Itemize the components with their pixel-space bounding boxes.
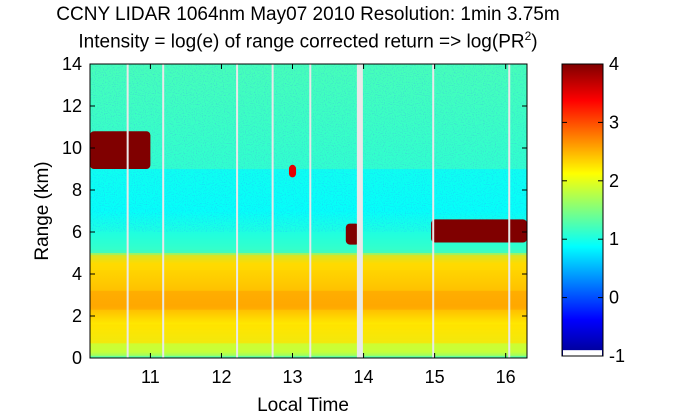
colorbar-frame <box>561 63 604 357</box>
x-tick-label: 11 <box>141 367 160 387</box>
axes: 11 12 13 14 15 16 0 2 4 6 8 10 12 14 <box>62 54 527 387</box>
layer-band-0 <box>90 343 527 356</box>
data-gap-6 <box>432 64 435 358</box>
layer-band-5 <box>90 64 527 169</box>
data-gap-2 <box>236 64 239 358</box>
layer-band-1 <box>90 324 527 344</box>
y-tick-label: 4 <box>72 264 82 284</box>
colorbar-tick-label: 4 <box>609 54 619 74</box>
data-gap-4 <box>309 64 312 358</box>
x-tick-label: 12 <box>211 367 231 387</box>
data-gap-1 <box>162 64 165 358</box>
colorbar-tick-label: 0 <box>609 288 619 308</box>
chart-title: CCNY LIDAR 1064nm May07 2010 Resolution:… <box>56 4 560 25</box>
x-axis-label: Local Time <box>257 395 349 416</box>
x-tick-label: 13 <box>282 367 302 387</box>
data-gap-7 <box>508 64 511 358</box>
data-gap-3 <box>271 64 274 358</box>
cloud-2 <box>345 223 361 245</box>
plot-frame <box>89 63 528 359</box>
layer-band-3 <box>90 255 527 270</box>
y-tick-label: 2 <box>72 306 82 326</box>
cloud-3 <box>431 219 527 243</box>
y-tick-label: 10 <box>62 138 82 158</box>
colorbar-tick-label: 2 <box>609 171 619 191</box>
subtitle-suffix: ) <box>531 31 538 53</box>
x-tick-label: 16 <box>496 367 516 387</box>
x-tick-label: 14 <box>354 367 374 387</box>
data-gap-5 <box>356 64 363 358</box>
x-tick-label: 15 <box>425 367 445 387</box>
chart-subtitle: Intensity = log(e) of range corrected re… <box>0 29 616 53</box>
cloud-0 <box>90 131 151 169</box>
colorbar-tick-label: 3 <box>609 112 619 132</box>
colorbar-nodata-swatch <box>563 350 602 356</box>
y-tick-label: 14 <box>62 54 82 74</box>
colorbar: -1 0 1 2 3 4 <box>561 54 625 366</box>
y-tick-label: 8 <box>72 180 82 200</box>
y-axis-label: Range (km) <box>32 161 53 260</box>
colorbar-tick-label: -1 <box>609 346 625 366</box>
colorbar-gradient <box>562 64 603 356</box>
subtitle-text: Intensity = log(e) of range corrected re… <box>78 31 525 53</box>
cloud-1 <box>288 164 297 178</box>
subtitle-superscript: 2 <box>524 29 532 43</box>
data-gap-0 <box>126 64 129 358</box>
y-tick-label: 0 <box>72 348 82 368</box>
y-tick-label: 12 <box>62 96 82 116</box>
layer-band-2 <box>90 290 527 310</box>
heatmap-plot-area <box>90 64 527 358</box>
y-tick-label: 6 <box>72 222 82 242</box>
colorbar-tick-label: 1 <box>609 229 619 249</box>
